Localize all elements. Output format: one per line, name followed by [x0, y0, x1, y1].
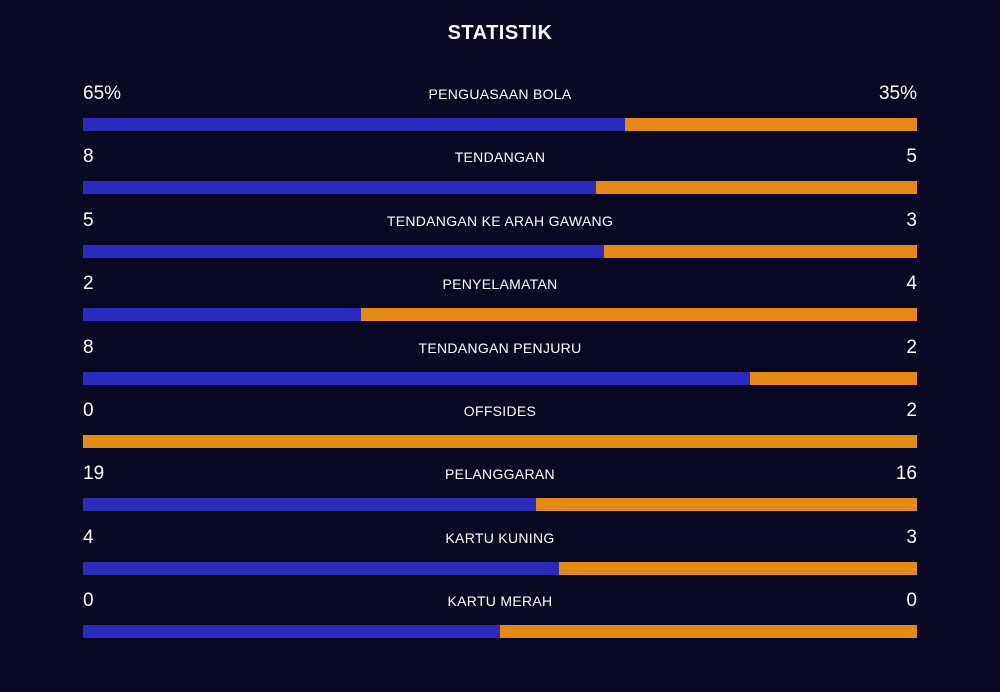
home-value: 8 — [83, 146, 94, 168]
comparison-bar — [83, 308, 917, 322]
away-value: 5 — [906, 146, 917, 168]
comparison-bar — [83, 561, 917, 575]
away-bar-segment — [83, 434, 917, 448]
away-value: 35% — [878, 83, 917, 104]
stat-row-shots-on-target: 5 TENDANGAN KE ARAH GAWANG 3 — [83, 207, 917, 270]
stat-label: TENDANGAN — [454, 149, 546, 166]
comparison-bar — [83, 625, 917, 639]
home-value: 5 — [83, 209, 94, 231]
comparison-bar — [83, 498, 917, 512]
stat-label: PELANGGARAN — [445, 466, 555, 483]
home-bar-segment — [83, 498, 536, 512]
stat-label: PENGUASAAN BOLA — [428, 86, 572, 102]
stat-label: KARTU MERAH — [447, 593, 553, 610]
stat-row-possession: 65% PENGUASAAN BOLA 35% — [83, 80, 917, 143]
away-value: 2 — [906, 336, 917, 358]
stat-row-shots: 8 TENDANGAN 5 — [83, 143, 917, 206]
stat-row-red-cards: 0 KARTU MERAH 0 — [83, 587, 917, 650]
home-value: 2 — [83, 273, 94, 295]
away-bar-segment — [604, 244, 917, 258]
away-value: 16 — [895, 463, 917, 485]
stat-label: TENDANGAN PENJURU — [418, 339, 582, 356]
away-value: 3 — [906, 526, 917, 548]
stat-row-yellow-cards: 4 KARTU KUNING 3 — [83, 524, 917, 587]
home-bar-segment — [83, 181, 596, 195]
stat-label: TENDANGAN KE ARAH GAWANG — [386, 212, 614, 229]
home-bar-segment — [83, 308, 361, 322]
away-bar-segment — [535, 498, 917, 512]
home-value: 4 — [83, 526, 94, 548]
comparison-bar — [83, 244, 917, 258]
home-bar-segment — [83, 371, 751, 385]
page-title: STATISTIK — [447, 22, 553, 44]
away-bar-segment — [750, 371, 917, 385]
home-value: 19 — [83, 463, 105, 485]
stat-label: OFFSIDES — [463, 402, 537, 419]
stat-label: PENYELAMATAN — [442, 276, 558, 293]
away-value: 2 — [906, 399, 917, 421]
home-bar-segment — [83, 625, 500, 639]
away-bar-segment — [559, 561, 917, 575]
away-bar-segment — [595, 181, 917, 195]
away-bar-segment — [625, 118, 917, 131]
home-value: 65% — [83, 83, 122, 104]
stat-row-offsides: 0 OFFSIDES 2 — [83, 397, 917, 460]
comparison-bar — [83, 118, 917, 131]
comparison-bar — [83, 434, 917, 448]
stats-list: 65% PENGUASAAN BOLA 35% 8 TENDANGAN 5 5 … — [83, 80, 917, 651]
home-value: 0 — [83, 590, 94, 612]
comparison-bar — [83, 371, 917, 385]
stat-row-fouls: 19 PELANGGARAN 16 — [83, 460, 917, 523]
away-value: 0 — [906, 590, 917, 612]
home-bar-segment — [83, 561, 560, 575]
home-bar-segment — [83, 244, 605, 258]
stat-label: KARTU KUNING — [445, 529, 555, 546]
home-value: 8 — [83, 336, 94, 358]
home-bar-segment — [83, 118, 626, 131]
home-value: 0 — [83, 399, 94, 421]
away-bar-segment — [360, 308, 917, 322]
comparison-bar — [83, 181, 917, 195]
stat-row-saves: 2 PENYELAMATAN 4 — [83, 270, 917, 333]
away-value: 4 — [906, 273, 917, 295]
stat-row-corners: 8 TENDANGAN PENJURU 2 — [83, 334, 917, 397]
away-value: 3 — [906, 209, 917, 231]
away-bar-segment — [500, 625, 917, 639]
